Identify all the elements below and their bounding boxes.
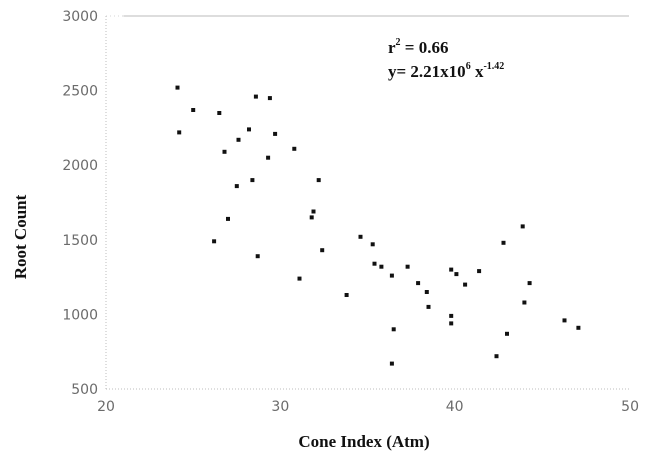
data-point: [292, 146, 297, 151]
r-squared-annotation: r2 = 0.66: [388, 37, 448, 57]
data-point: [501, 240, 506, 245]
data-point: [463, 282, 468, 287]
y-tick-label: 3000: [62, 9, 98, 25]
data-point: [505, 331, 509, 336]
data-point: [391, 327, 396, 332]
y-tick-label: 500: [71, 382, 98, 398]
eq-mid: x: [471, 62, 484, 81]
data-point: [449, 321, 454, 326]
r2-superscript: 2: [396, 37, 401, 48]
data-point: [370, 242, 375, 247]
data-point: [449, 267, 454, 272]
x-tick-label: 20: [97, 399, 115, 415]
data-point: [311, 209, 316, 214]
y-tick-label: 1500: [62, 233, 98, 249]
data-point: [177, 130, 182, 135]
data-point: [379, 264, 384, 269]
data-point: [273, 131, 278, 136]
y-tick-label: 2500: [62, 84, 98, 100]
fit-equation-annotation: y= 2.21x106 x-1.42: [388, 61, 504, 81]
data-point: [253, 94, 258, 99]
data-point: [424, 290, 429, 294]
data-point: [389, 273, 394, 278]
data-point: [527, 281, 532, 286]
eq-base: y= 2.21x10: [388, 62, 466, 81]
data-point: [191, 108, 196, 112]
data-point: [212, 239, 217, 244]
data-point: [267, 96, 272, 101]
data-point: [234, 184, 239, 189]
data-point: [250, 178, 255, 183]
data-point: [222, 149, 227, 154]
eq-superscript-2: -1.42: [483, 61, 504, 72]
data-point: [236, 137, 241, 142]
data-point: [454, 272, 459, 277]
data-point: [426, 304, 431, 309]
data-point: [320, 248, 325, 253]
data-point: [309, 215, 314, 220]
r2-value: = 0.66: [401, 38, 449, 57]
data-point: [477, 269, 482, 274]
data-point: [562, 318, 567, 323]
r2-base: r: [388, 38, 396, 57]
data-point: [389, 361, 394, 366]
data-point: [576, 325, 581, 330]
data-point: [226, 216, 230, 221]
y-axis-title: Root Count: [11, 194, 30, 279]
data-points: [175, 85, 581, 366]
data-point: [372, 261, 377, 266]
y-tick-labels: 500 1000 1500 2000 2500 3000: [62, 9, 98, 398]
x-axis-title: Cone Index (Atm): [298, 432, 429, 451]
data-point: [217, 111, 222, 115]
data-point: [266, 155, 271, 160]
data-point: [247, 127, 251, 132]
data-point: [494, 354, 499, 359]
data-point: [344, 293, 349, 297]
y-tick-label: 2000: [62, 158, 98, 174]
data-point: [255, 254, 260, 259]
x-tick-label: 40: [446, 399, 464, 415]
data-point: [316, 178, 321, 183]
x-tick-label: 30: [271, 399, 289, 415]
data-point: [358, 234, 363, 239]
data-point: [449, 313, 454, 318]
data-point: [520, 224, 525, 229]
x-tick-labels: 20 30 40 50: [97, 399, 639, 415]
data-point: [522, 300, 527, 305]
data-point: [297, 276, 302, 281]
y-tick-label: 1000: [62, 307, 98, 323]
data-point: [175, 85, 180, 90]
x-tick-label: 50: [621, 399, 639, 415]
data-point: [416, 281, 421, 286]
eq-superscript-1: 6: [466, 61, 471, 72]
data-point: [405, 264, 410, 269]
